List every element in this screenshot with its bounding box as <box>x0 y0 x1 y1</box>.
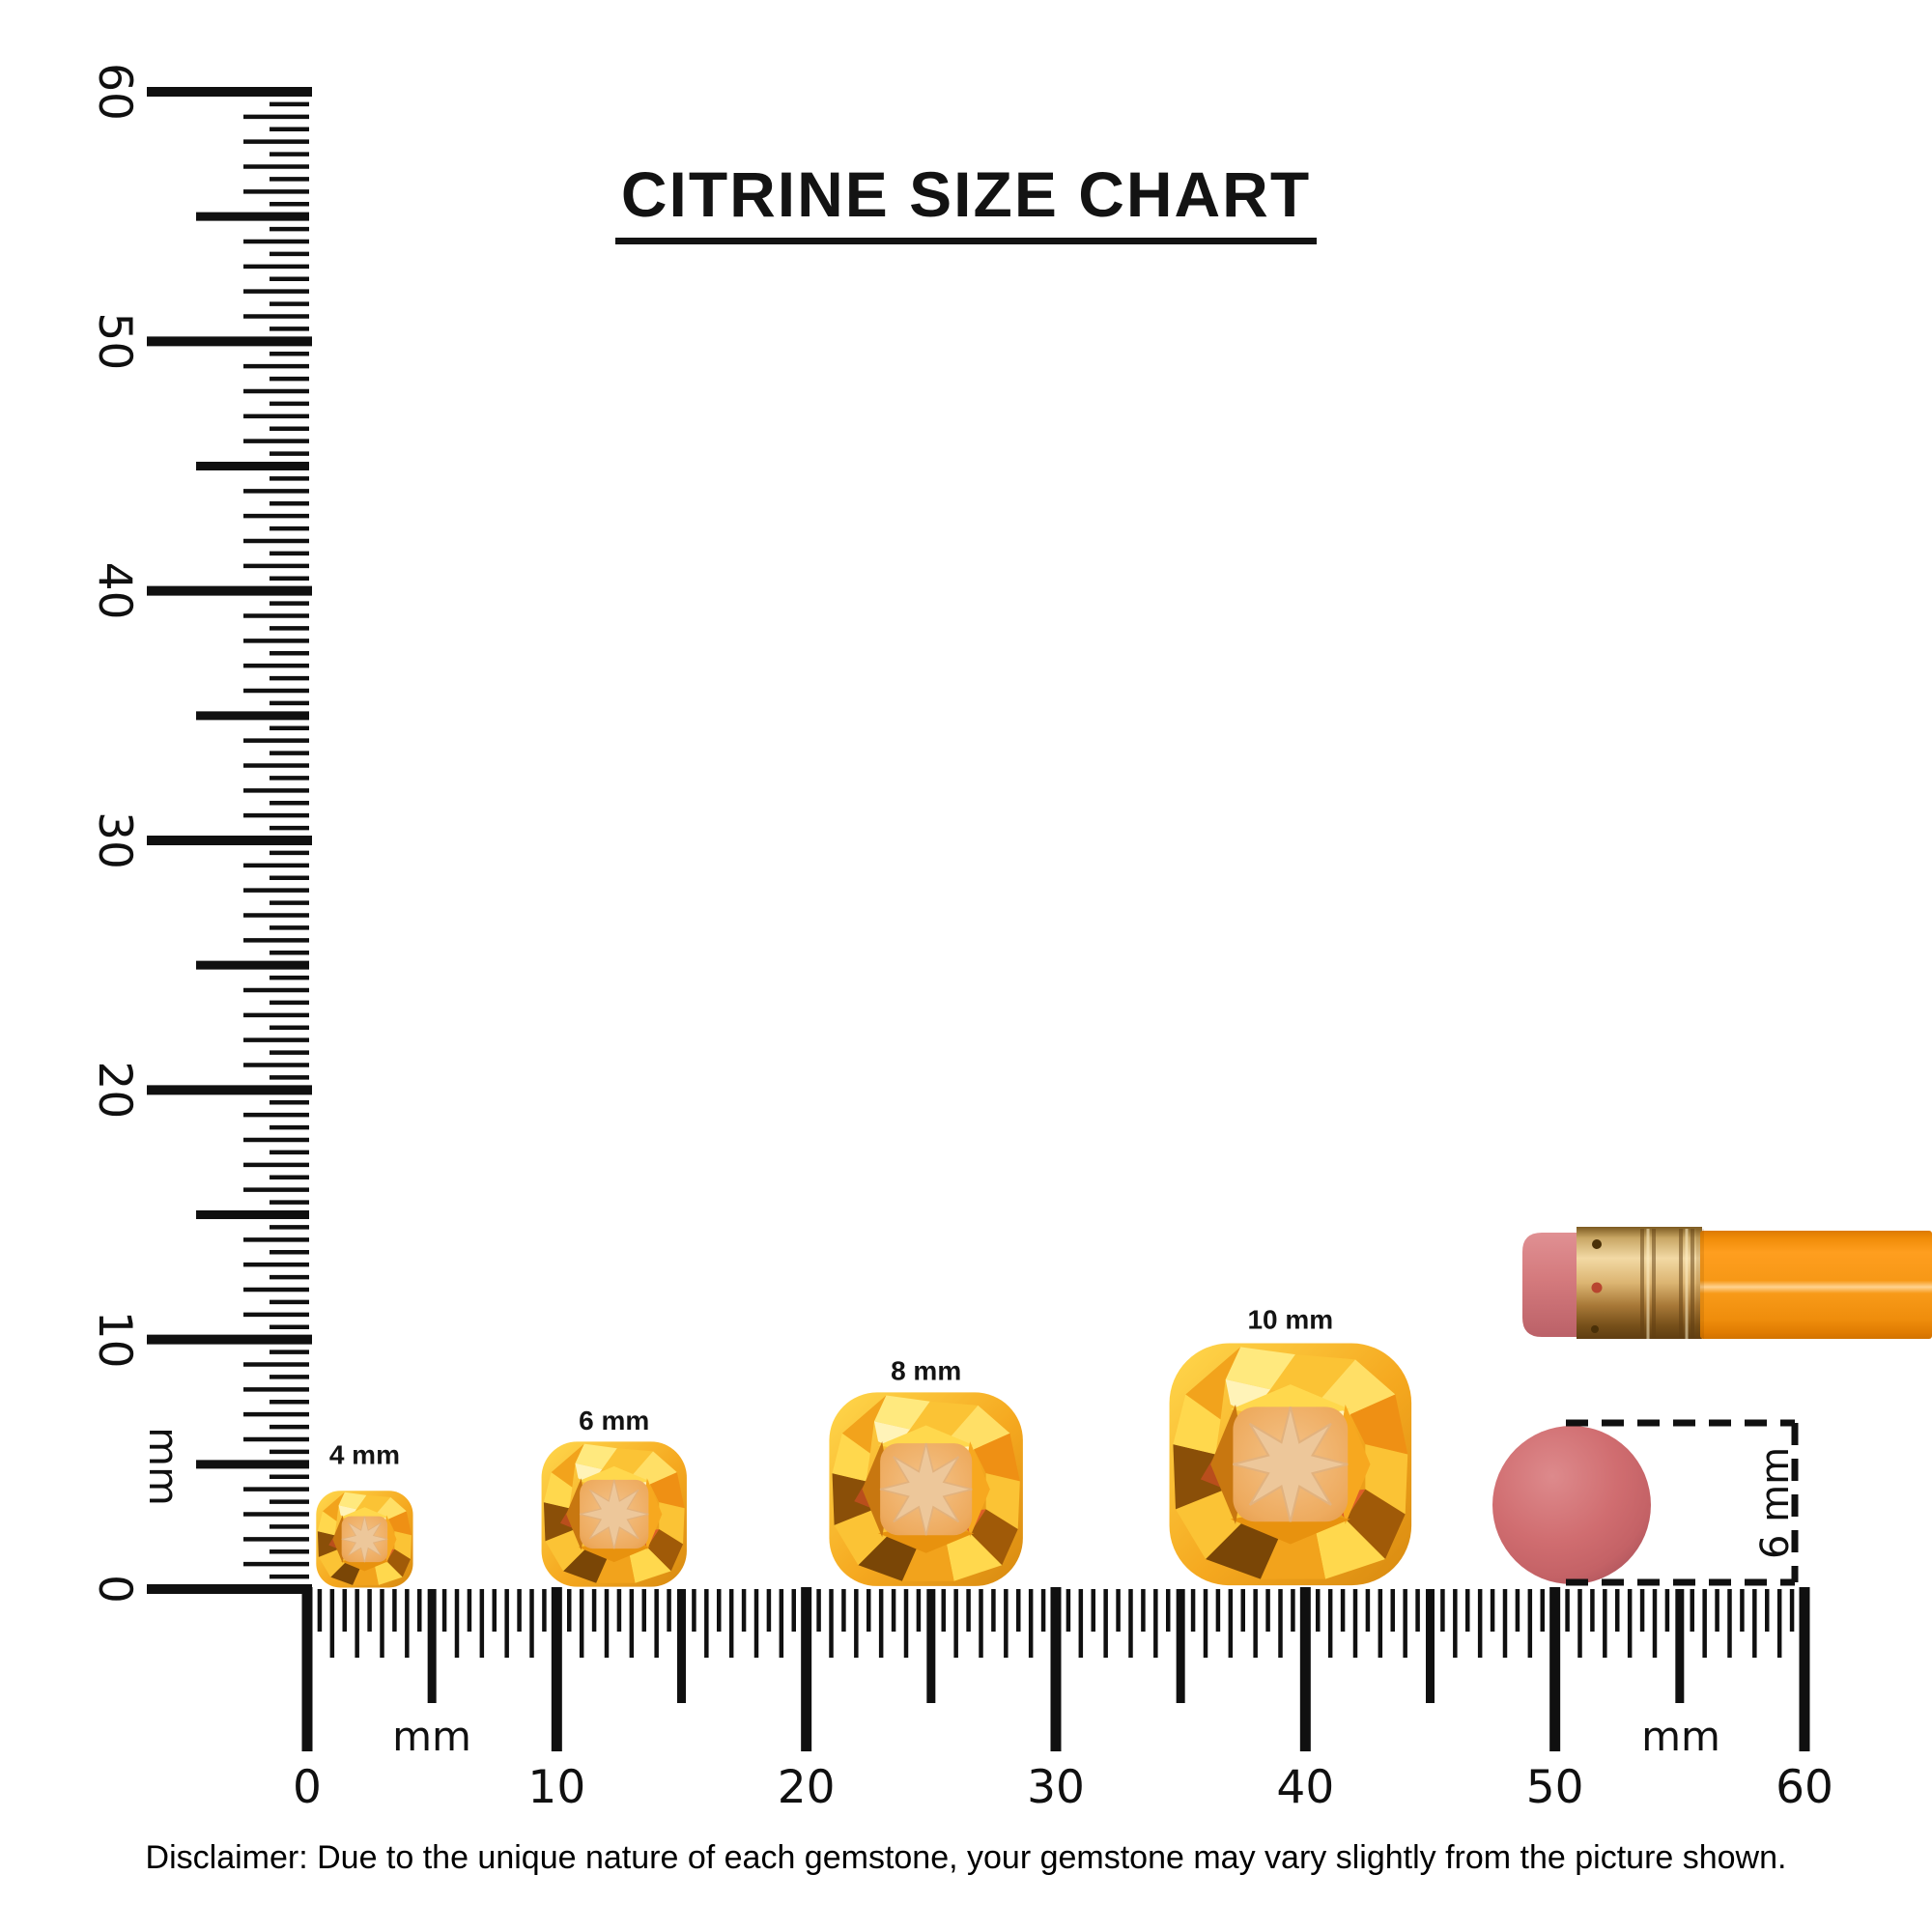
vertical-ruler-unit-label: mm <box>140 1427 187 1506</box>
h-ruler-number: 0 <box>293 1761 322 1814</box>
gem-size-label: 4 mm <box>329 1440 400 1470</box>
pencil-ferrule-crimp-highlights <box>1646 1229 1689 1339</box>
gem-size-label: 6 mm <box>579 1406 649 1435</box>
pencil-ferrule-crimps <box>1640 1229 1694 1339</box>
eraser-top-circle <box>1492 1426 1651 1584</box>
h-ruler-number: 10 <box>527 1761 585 1814</box>
vertical-ruler: 0 10 20 30 40 50 60 <box>88 63 312 1604</box>
disclaimer-text: Disclaimer: Due to the unique nature of … <box>145 1839 1787 1876</box>
gem-row: 4 mm 6 mm 8 mm 10 mm <box>315 1305 1413 1588</box>
page-title-wrap: CITRINE SIZE CHART <box>0 162 1932 244</box>
h-ruler-number: 50 <box>1526 1761 1584 1814</box>
h-ruler-number: 60 <box>1776 1761 1833 1814</box>
horizontal-ruler: 0 10 20 30 40 50 60 <box>293 1587 1833 1814</box>
pencil-eraser <box>1522 1233 1580 1337</box>
citrine-gem-6mm <box>540 1440 688 1588</box>
horizontal-ruler-unit-label-left: mm <box>392 1713 471 1760</box>
ferrule-dimple <box>1591 1325 1599 1333</box>
v-ruler-number: 60 <box>88 63 141 121</box>
gem-size-label: 8 mm <box>891 1355 961 1385</box>
citrine-gem-10mm <box>1168 1342 1413 1587</box>
pencil-body <box>1700 1231 1932 1339</box>
h-ruler-number: 30 <box>1027 1761 1085 1814</box>
v-ruler-number: 0 <box>88 1575 141 1604</box>
page-title: CITRINE SIZE CHART <box>614 162 1318 244</box>
citrine-gem-8mm <box>828 1391 1024 1587</box>
pencil <box>1522 1227 1932 1339</box>
horizontal-ruler-unit-label-right: mm <box>1641 1713 1720 1760</box>
h-ruler-number: 20 <box>778 1761 836 1814</box>
dimension-annotation <box>1566 1419 1799 1586</box>
v-ruler-number: 50 <box>88 312 141 370</box>
h-ruler-number: 40 <box>1276 1761 1334 1814</box>
v-ruler-number: 10 <box>88 1311 141 1369</box>
pencil-body-shade <box>1696 1229 1704 1339</box>
ferrule-dimple-red <box>1591 1282 1603 1293</box>
citrine-gem-4mm <box>315 1490 414 1588</box>
v-ruler-number: 20 <box>88 1061 141 1119</box>
gem-size-label: 10 mm <box>1247 1305 1333 1335</box>
v-ruler-number: 40 <box>88 562 141 620</box>
dimension-label: 6 mm <box>1753 1447 1798 1559</box>
v-ruler-number: 30 <box>88 811 141 869</box>
ferrule-dimple <box>1592 1239 1602 1249</box>
